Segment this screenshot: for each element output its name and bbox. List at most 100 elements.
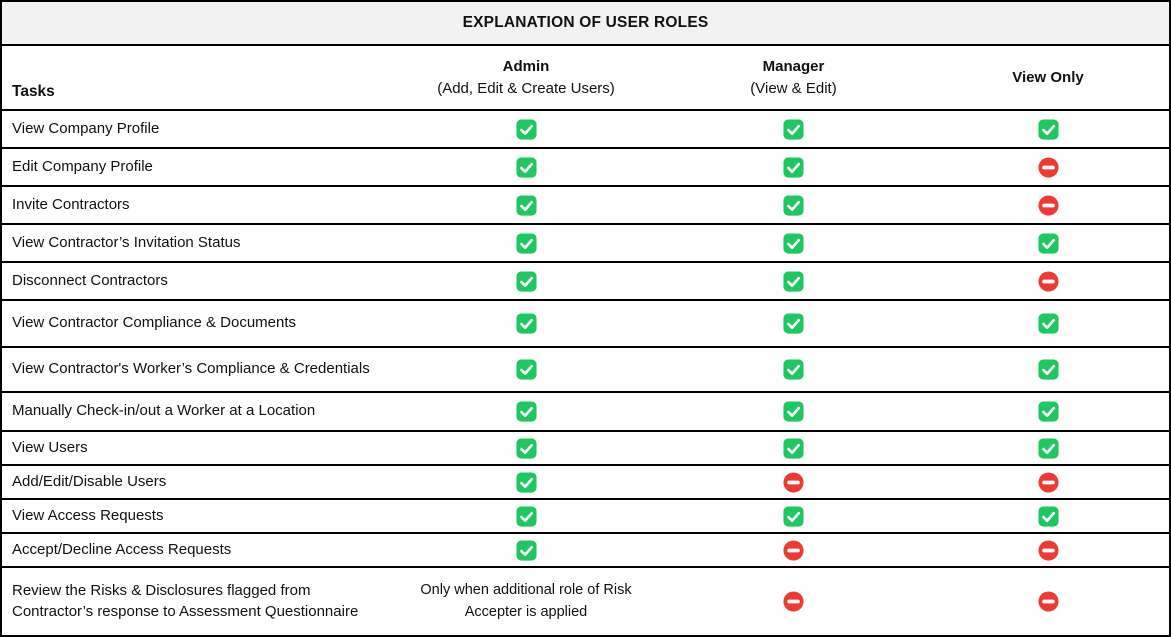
manager-permission-cell <box>660 393 927 430</box>
manager-header-label: Manager <box>762 57 825 75</box>
admin-permission-cell <box>392 500 660 532</box>
no-entry-icon <box>1037 539 1059 561</box>
manager-permission-cell <box>660 301 927 346</box>
table-row: Review the Risks & Disclosures flagged f… <box>2 566 1169 635</box>
no-entry-icon <box>783 591 804 612</box>
admin-permission-cell <box>392 225 660 261</box>
check-icon <box>515 313 537 334</box>
check-icon <box>1037 118 1059 140</box>
admin-permission-cell <box>392 466 660 498</box>
check-icon <box>515 118 537 140</box>
column-header-manager: Manager (View & Edit) <box>660 46 927 109</box>
task-label: View Contractor's Worker’s Compliance & … <box>12 360 370 378</box>
admin-permission-cell <box>392 432 660 464</box>
check-icon <box>783 118 804 140</box>
check-icon <box>1037 313 1059 334</box>
check-icon <box>515 437 537 459</box>
task-label: View Contractor’s Invitation Status <box>12 233 241 251</box>
view-only-permission-cell <box>927 348 1169 391</box>
table-body: View Company Profile Edit Company Profil… <box>2 109 1169 635</box>
manager-permission-cell <box>660 500 927 532</box>
check-icon <box>1037 401 1059 422</box>
manager-permission-cell <box>660 534 927 566</box>
check-icon <box>1037 437 1059 459</box>
table-header-row: Tasks Admin (Add, Edit & Create Users) M… <box>2 46 1169 109</box>
table-row: View Contractor’s Invitation Status <box>2 223 1169 261</box>
manager-permission-cell <box>660 225 927 261</box>
view-only-header-label: View Only <box>1012 68 1084 86</box>
admin-header-label: Admin <box>502 57 550 75</box>
no-entry-icon <box>1037 194 1059 216</box>
admin-permission-cell <box>392 534 660 566</box>
table-row: Accept/Decline Access Requests <box>2 532 1169 566</box>
check-icon <box>515 232 537 254</box>
manager-permission-cell <box>660 432 927 464</box>
check-icon <box>783 505 804 527</box>
manager-permission-cell <box>660 111 927 147</box>
task-label: Review the Risks & Disclosures flagged f… <box>12 582 359 620</box>
table-row: View Company Profile <box>2 109 1169 147</box>
view-only-permission-cell <box>927 225 1169 261</box>
table-row: Disconnect Contractors <box>2 261 1169 299</box>
check-icon <box>515 156 537 178</box>
no-entry-icon <box>783 539 804 561</box>
manager-permission-cell <box>660 149 927 185</box>
table-title-bar: EXPLANATION OF USER ROLES <box>2 2 1169 46</box>
column-header-tasks: Tasks <box>2 46 392 109</box>
table-row: Manually Check-in/out a Worker at a Loca… <box>2 391 1169 430</box>
check-icon <box>515 401 537 422</box>
no-entry-icon <box>1037 471 1059 493</box>
view-only-permission-cell <box>927 301 1169 346</box>
task-label: View Access Requests <box>12 506 164 524</box>
view-only-permission-cell <box>927 263 1169 299</box>
task-label: View Company Profile <box>12 119 160 137</box>
check-icon <box>783 313 804 334</box>
check-icon <box>783 232 804 254</box>
admin-condition-note: Only when additional role of Risk Accept… <box>420 581 632 620</box>
admin-permission-cell <box>392 263 660 299</box>
manager-permission-cell <box>660 568 927 635</box>
no-entry-icon <box>783 471 804 493</box>
manager-permission-cell <box>660 263 927 299</box>
no-entry-icon <box>1037 591 1059 612</box>
view-only-permission-cell <box>927 432 1169 464</box>
check-icon <box>515 505 537 527</box>
check-icon <box>1037 505 1059 527</box>
admin-permission-cell <box>392 348 660 391</box>
view-only-permission-cell <box>927 111 1169 147</box>
view-only-permission-cell <box>927 534 1169 566</box>
table-row: View Contractor's Worker’s Compliance & … <box>2 346 1169 391</box>
no-entry-icon <box>1037 270 1059 292</box>
check-icon <box>515 270 537 292</box>
manager-header-subtitle: (View & Edit) <box>750 79 837 97</box>
task-label: Manually Check-in/out a Worker at a Loca… <box>12 402 316 420</box>
admin-permission-cell <box>392 111 660 147</box>
admin-header-subtitle: (Add, Edit & Create Users) <box>437 79 615 97</box>
view-only-permission-cell <box>927 393 1169 430</box>
admin-permission-cell <box>392 149 660 185</box>
check-icon <box>515 359 537 380</box>
admin-permission-cell <box>392 301 660 346</box>
admin-permission-cell <box>392 393 660 430</box>
view-only-permission-cell <box>927 149 1169 185</box>
column-header-admin: Admin (Add, Edit & Create Users) <box>392 46 660 109</box>
view-only-permission-cell <box>927 187 1169 223</box>
task-label: View Users <box>12 438 88 456</box>
manager-permission-cell <box>660 466 927 498</box>
task-label: View Contractor Compliance & Documents <box>12 314 297 332</box>
check-icon <box>783 194 804 216</box>
tasks-header-label: Tasks <box>12 83 55 100</box>
manager-permission-cell <box>660 348 927 391</box>
view-only-permission-cell <box>927 500 1169 532</box>
table-row: View Access Requests <box>2 498 1169 532</box>
check-icon <box>515 194 537 216</box>
task-label: Invite Contractors <box>12 195 130 213</box>
check-icon <box>783 437 804 459</box>
view-only-permission-cell <box>927 466 1169 498</box>
task-label: Add/Edit/Disable Users <box>12 472 167 490</box>
check-icon <box>1037 359 1059 380</box>
check-icon <box>515 539 537 561</box>
check-icon <box>783 270 804 292</box>
page-title: EXPLANATION OF USER ROLES <box>462 14 709 31</box>
